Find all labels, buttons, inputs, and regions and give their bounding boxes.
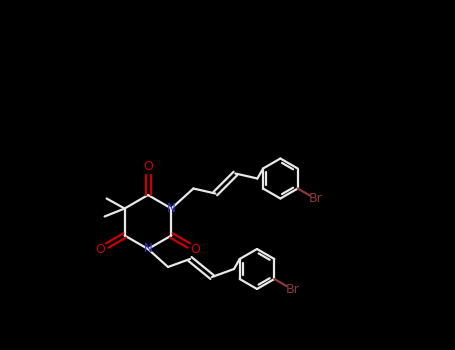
Text: O: O	[96, 243, 105, 256]
Text: O: O	[191, 243, 201, 256]
Text: N: N	[167, 202, 176, 215]
Text: Br: Br	[286, 283, 299, 296]
Text: O: O	[143, 161, 153, 174]
Text: N: N	[144, 243, 152, 256]
Text: Br: Br	[309, 193, 323, 205]
